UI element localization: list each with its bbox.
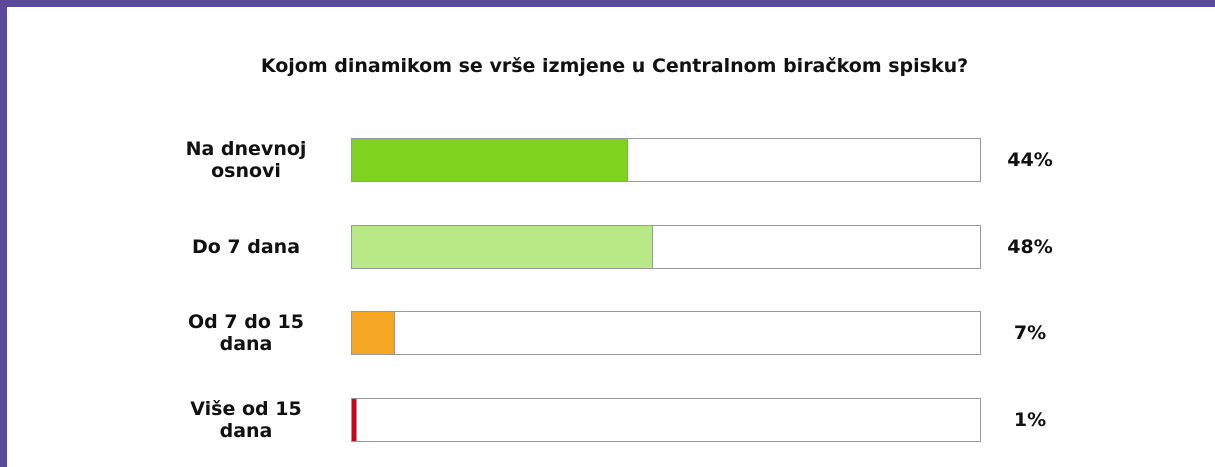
bar-track (351, 397, 981, 442)
bar (351, 224, 654, 269)
bar-track (351, 311, 981, 355)
value-label: 1% (1013, 408, 1047, 431)
value-label: 48% (1007, 235, 1053, 258)
value-label: 7% (1013, 322, 1047, 344)
bar (351, 397, 358, 442)
bar (351, 311, 396, 355)
category-label: Do 7 dana (191, 235, 301, 258)
bar (351, 138, 629, 182)
chart-title: Kojom dinamikom se vrše izmjene u Centra… (260, 55, 969, 77)
category-label: Na dnevnoj osnovi (185, 138, 307, 182)
value-label: 44% (1007, 149, 1053, 171)
category-label: Od 7 do 15 dana (188, 311, 304, 355)
category-label: Više od 15 dana (190, 397, 302, 442)
